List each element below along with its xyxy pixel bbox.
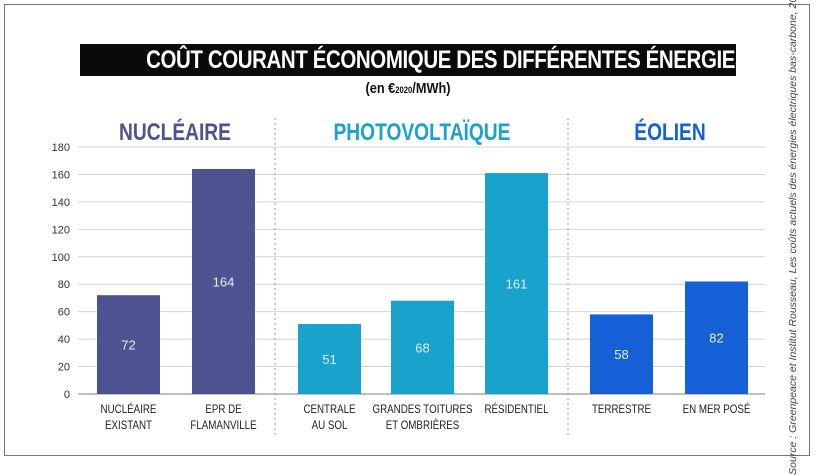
category-label: ET OMBRIÈRES — [386, 418, 460, 432]
category-label: TERRESTRE — [592, 403, 651, 416]
chart-title-text: COÛT COURANT ÉCONOMIQUE DES DIFFÉRENTES … — [146, 46, 749, 74]
bar — [97, 295, 160, 394]
group-title: NUCLÉAIRE — [119, 118, 231, 146]
chart-title: COÛT COURANT ÉCONOMIQUE DES DIFFÉRENTES … — [80, 44, 749, 76]
y-tick-label: 140 — [52, 197, 70, 209]
y-tick-label: 40 — [58, 334, 70, 346]
category-label: EPR DE — [205, 403, 241, 416]
category-label: CENTRALE — [303, 403, 355, 416]
y-tick-label: 180 — [52, 142, 70, 154]
data-label: 82 — [709, 331, 723, 346]
bar — [485, 173, 548, 394]
y-tick-label: 60 — [58, 307, 70, 319]
data-label: 72 — [121, 338, 135, 353]
bar — [685, 281, 748, 394]
chart-subtitle: (en €2020/MWh) — [0, 80, 817, 97]
category-label: RÉSIDENTIEL — [485, 402, 549, 416]
category-label: EXISTANT — [105, 419, 152, 432]
category-label: EN MER POSÉ — [683, 402, 751, 416]
y-tick-label: 80 — [58, 279, 70, 291]
y-tick-label: 0 — [64, 389, 70, 401]
bar — [391, 300, 454, 394]
y-tick-label: 120 — [52, 224, 70, 236]
subtitle-post: /MWh) — [412, 80, 452, 97]
data-label: 58 — [614, 347, 628, 362]
group-title: ÉOLIEN — [634, 118, 705, 146]
category-label: GRANDES TOITURES — [373, 403, 473, 416]
subtitle-sub: 2020 — [395, 85, 413, 95]
data-label: 51 — [322, 352, 336, 367]
category-label: NUCLÉAIRE — [101, 402, 157, 416]
category-label: FLAMANVILLE — [190, 419, 256, 432]
category-label: AU SOL — [312, 419, 348, 432]
y-tick-label: 20 — [58, 362, 70, 374]
group-title: PHOTOVOLTAÏQUE — [334, 118, 511, 146]
bar-chart: 0 20 40 60 80 100 120 140 160 180 NUCLÉAIRE 72 NUCLÉ… — [52, 118, 765, 438]
data-label: 164 — [213, 274, 235, 289]
bar — [298, 324, 361, 394]
bar — [192, 168, 255, 394]
data-label: 161 — [506, 277, 528, 292]
y-tick-label: 160 — [52, 169, 70, 181]
chart-frame — [4, 4, 810, 456]
subtitle-pre: (en € — [365, 80, 396, 97]
y-tick-label: 100 — [52, 252, 70, 264]
bar — [590, 314, 653, 394]
data-label: 68 — [415, 340, 429, 355]
